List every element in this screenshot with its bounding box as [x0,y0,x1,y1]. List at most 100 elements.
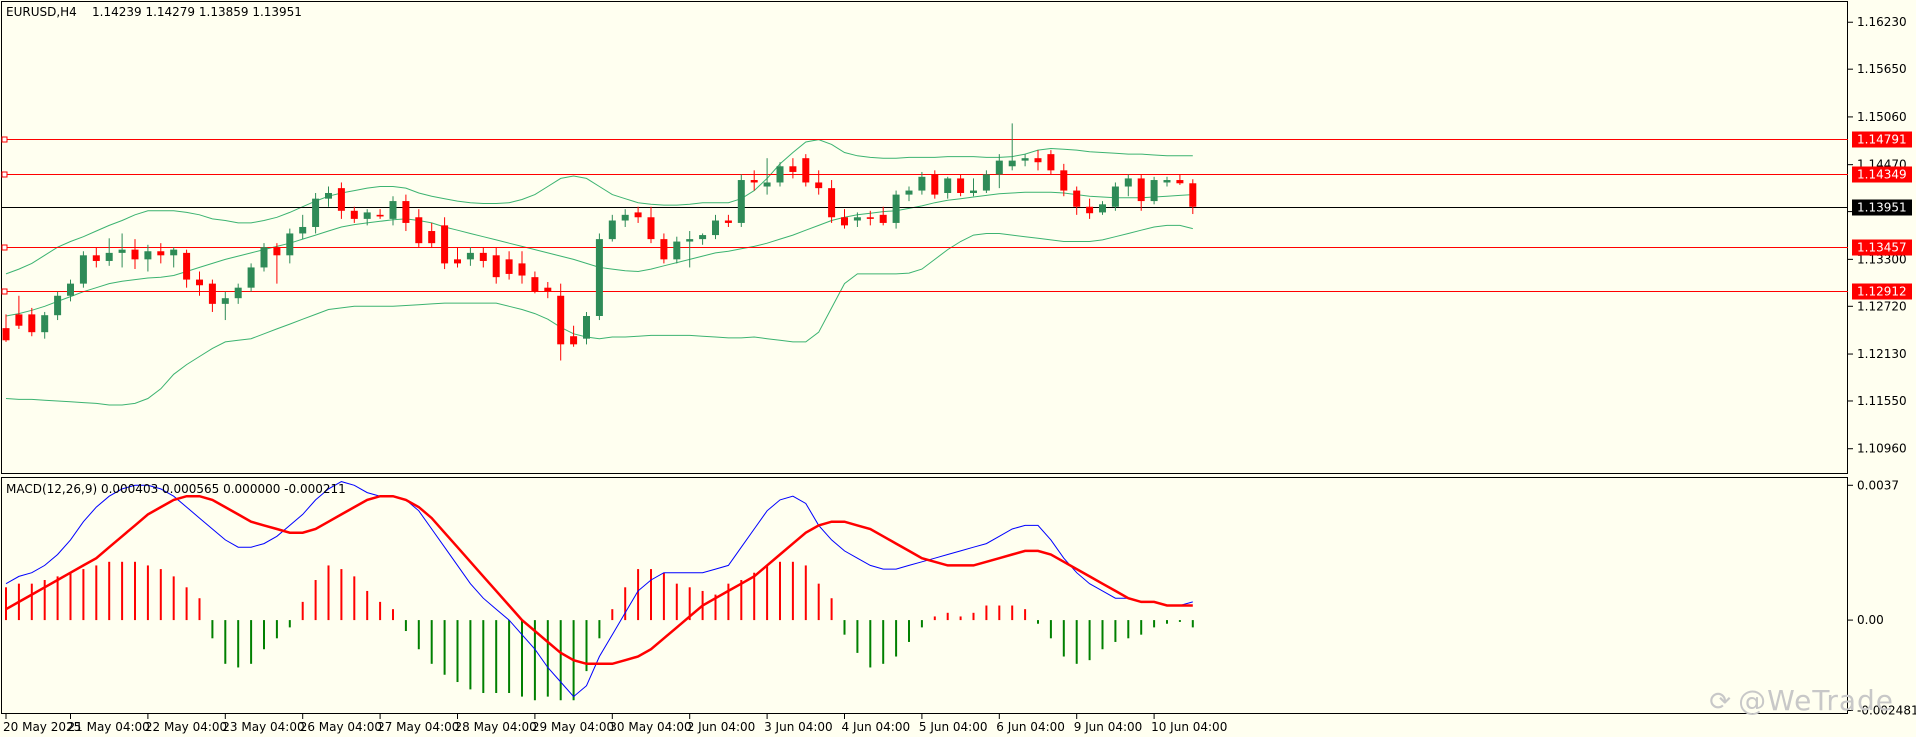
bearish-candle [789,166,797,172]
bullish-candle [118,249,126,253]
signal-line [5,494,1193,666]
bullish-candle [1111,186,1119,207]
level-price-tag-text: 1.14349 [1857,168,1907,182]
time-tick-label: 10 Jun 04:00 [1151,720,1227,734]
time-tick-label: 3 Jun 04:00 [764,720,833,734]
bullish-candle [595,239,603,316]
upper-band-line [5,139,1193,275]
bullish-candle [221,298,229,304]
time-tick-label: 21 May 04:00 [68,720,150,734]
price-tick-label: 1.12130 [1857,347,1907,361]
price-tick-label: 1.13300 [1857,252,1907,266]
price-level-tags: 1.14791 1.14349 1.13457 1.12912 1.13951 [1852,131,1912,300]
bullish-candle [712,220,719,236]
current-price-tag-text: 1.13951 [1857,201,1907,215]
level-price-tag-text: 1.14791 [1857,133,1907,147]
bullish-candle [170,249,178,256]
level-anchor-handle [1,136,8,143]
bullish-candle [583,316,590,339]
macd-tick-label: 0.0037 [1857,478,1899,492]
time-tick-label: 2 Jun 04:00 [687,720,756,734]
time-tick-label: 6 Jun 04:00 [996,720,1065,734]
time-tick-label: 20 May 2025 [3,720,81,734]
price-tick-label: 1.16230 [1857,15,1907,29]
bullish-candle [363,212,371,219]
bearish-candle [724,220,732,223]
watermark: ⟳ @WeTrade [1709,684,1894,717]
bearish-candle [273,247,281,256]
price-pane-frame [1,1,1848,474]
bullish-candle [247,267,255,288]
level-anchor-handle [1,244,8,251]
macd-tick-label: 0.00 [1857,613,1884,627]
bullish-candle [686,239,694,242]
bearish-candle [841,217,848,226]
time-tick-label: 23 May 04:00 [222,720,304,734]
level-anchor-handle [1,171,8,178]
current-price-tag [1852,199,1912,216]
macd-tick-label: -0.002481 [1857,703,1916,717]
bearish-candle [1073,190,1081,207]
bullish-candle [67,283,74,296]
price-tick-label: 1.12720 [1857,299,1907,313]
bullish-candle [776,166,784,183]
bearish-candle [183,252,191,280]
bearish-candle [196,279,203,286]
price-tick-label: 1.15060 [1857,110,1907,124]
bullish-candle [79,255,87,284]
macd-histogram [5,561,1194,701]
bearish-candle [1189,183,1197,207]
bullish-candle [673,241,681,260]
bearish-candle [208,283,216,304]
bullish-candle [144,251,152,260]
bullish-candle [905,190,913,195]
price-tick-label: 1.11550 [1857,394,1907,408]
bearish-candle [660,239,668,260]
bearish-candle [647,217,655,240]
time-tick-label: 5 Jun 04:00 [919,720,988,734]
bullish-candle [944,178,952,193]
bearish-candle [479,252,487,261]
bearish-candle [131,249,139,260]
bullish-candle [1124,178,1132,187]
ohlc-label: 1.14239 1.14279 1.13859 1.13951 [92,5,302,19]
bullish-candle [621,214,629,221]
bullish-candle [105,252,113,261]
bullish-candle [982,174,990,191]
candlesticks [2,123,1197,361]
bullish-candle [260,247,268,268]
bearish-candle [454,259,461,264]
time-tick-label: 22 May 04:00 [145,720,227,734]
bearish-candle [441,225,449,264]
price-tick-label: 1.15650 [1857,62,1907,76]
bearish-candle [518,263,526,276]
bearish-candle [544,287,552,292]
bullish-candle [1150,180,1158,202]
bearish-candle [1047,154,1055,171]
level-price-tag [1852,166,1912,183]
bullish-candle [892,194,900,223]
bullish-candle [1163,180,1171,183]
horizontal-levels [1,136,1848,295]
time-tick-label: 29 May 04:00 [532,720,614,734]
level-price-tag [1852,283,1912,300]
bearish-candle [879,214,887,223]
level-price-tag [1852,239,1912,256]
wetrade-logo-icon: ⟳ [1709,687,1733,717]
macd-axis: 0.0037 0.00 -0.002481 [1848,478,1916,717]
bullish-candle [389,201,397,219]
bearish-candle [931,174,939,195]
lower-band-line [5,224,1193,406]
bullish-candle [737,180,745,223]
level-price-tag [1852,131,1912,148]
bearish-candle [492,255,500,278]
bearish-candle [957,178,965,193]
bearish-candle [1060,170,1068,191]
bearish-candle [570,336,578,345]
macd-header: MACD(12,26,9) 0.000403 0.000565 0.000000… [6,482,346,496]
bearish-candle [1137,178,1145,202]
bearish-candle [28,314,36,333]
bullish-candle [853,217,861,221]
